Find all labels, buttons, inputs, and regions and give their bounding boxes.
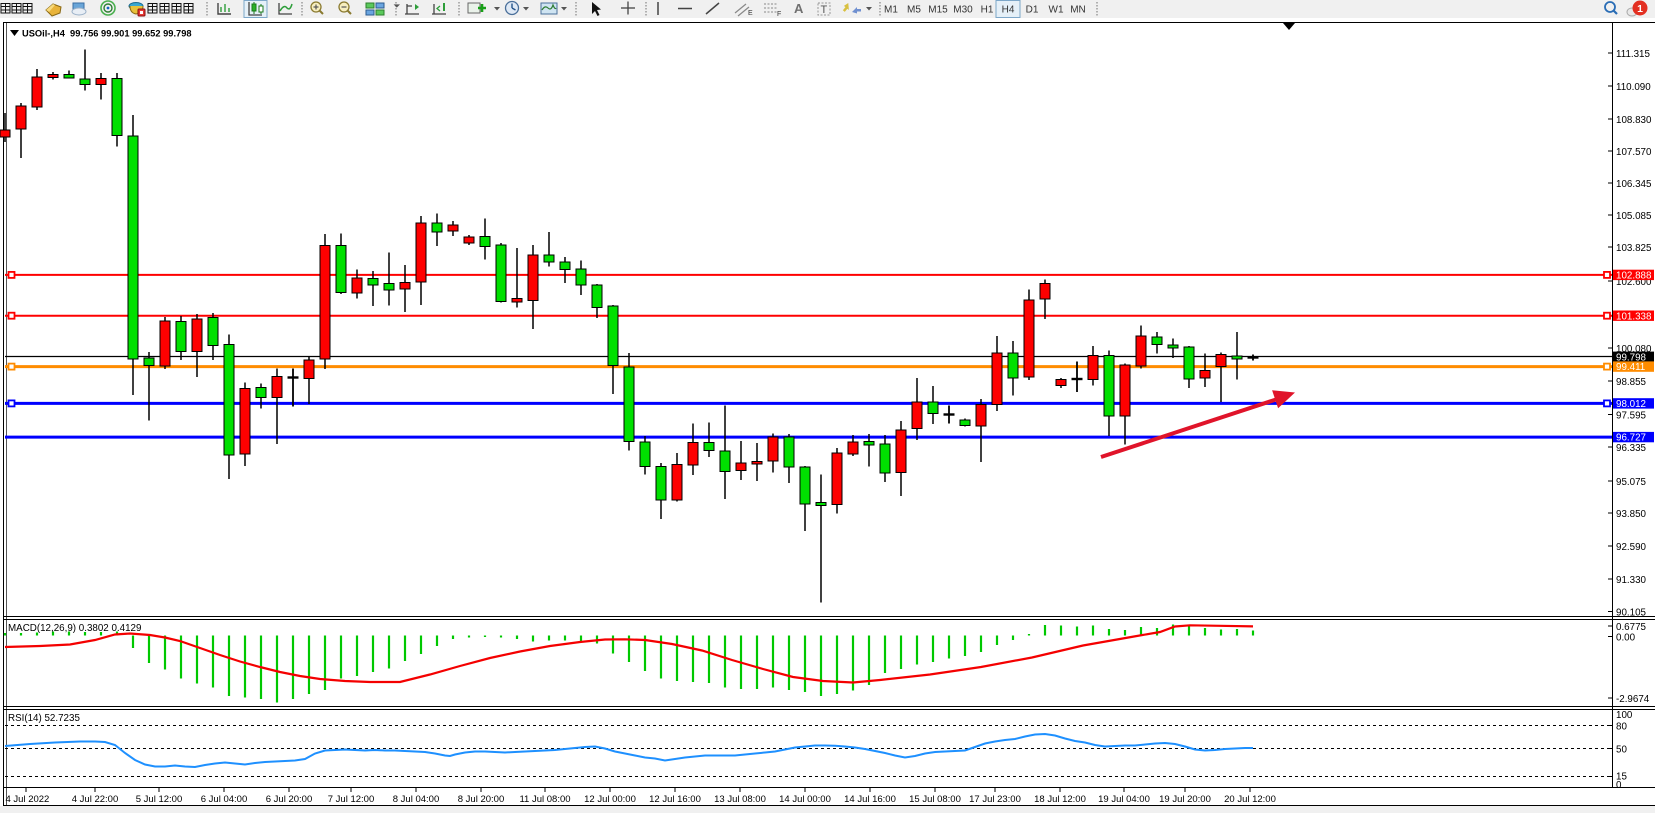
svg-text:A: A xyxy=(794,1,804,16)
svg-text:5 Jul 12:00: 5 Jul 12:00 xyxy=(136,794,182,805)
svg-text:97.595: 97.595 xyxy=(1616,411,1647,422)
svg-text:107.570: 107.570 xyxy=(1616,147,1652,158)
svg-text:F: F xyxy=(777,11,781,18)
svg-text:15: 15 xyxy=(1616,772,1627,783)
svg-text:100.080: 100.080 xyxy=(1616,344,1652,355)
svg-text:102.888: 102.888 xyxy=(1616,271,1652,282)
svg-text:MACD(12,26,9) 0.3802 0.4129: MACD(12,26,9) 0.3802 0.4129 xyxy=(8,623,141,634)
svg-text:19 Jul 20:00: 19 Jul 20:00 xyxy=(1159,794,1211,805)
svg-text:14 Jul 16:00: 14 Jul 16:00 xyxy=(844,794,896,805)
svg-text:M15: M15 xyxy=(928,5,948,16)
svg-text:92.590: 92.590 xyxy=(1616,542,1647,553)
svg-text:H1: H1 xyxy=(981,5,994,16)
svg-text:105.085: 105.085 xyxy=(1616,211,1652,222)
svg-text:4 Jul 22:00: 4 Jul 22:00 xyxy=(72,794,118,805)
svg-text:M30: M30 xyxy=(953,5,973,16)
svg-text:6 Jul 20:00: 6 Jul 20:00 xyxy=(266,794,312,805)
svg-text:96.335: 96.335 xyxy=(1616,443,1647,454)
svg-text:T: T xyxy=(821,4,828,16)
svg-text:14 Jul 00:00: 14 Jul 00:00 xyxy=(779,794,831,805)
svg-text:110.090: 110.090 xyxy=(1616,82,1651,93)
svg-text:96.727: 96.727 xyxy=(1616,433,1646,444)
svg-text:108.830: 108.830 xyxy=(1616,115,1652,126)
svg-text:106.345: 106.345 xyxy=(1616,179,1652,190)
svg-text:1: 1 xyxy=(1637,3,1643,15)
svg-text:101.338: 101.338 xyxy=(1616,311,1652,322)
svg-text:12 Jul 00:00: 12 Jul 00:00 xyxy=(584,794,636,805)
svg-text:19 Jul 04:00: 19 Jul 04:00 xyxy=(1098,794,1150,805)
svg-text:102.600: 102.600 xyxy=(1616,277,1652,288)
svg-text:0.6775: 0.6775 xyxy=(1616,622,1647,633)
svg-text:98.012: 98.012 xyxy=(1616,399,1646,410)
svg-text:15 Jul 08:00: 15 Jul 08:00 xyxy=(909,794,961,805)
svg-text:98.855: 98.855 xyxy=(1616,377,1647,388)
svg-text:90.105: 90.105 xyxy=(1616,608,1647,619)
svg-text:99.798: 99.798 xyxy=(1616,352,1647,363)
svg-text:W1: W1 xyxy=(1049,5,1064,16)
svg-text:7 Jul 12:00: 7 Jul 12:00 xyxy=(328,794,374,805)
svg-text:17 Jul 23:00: 17 Jul 23:00 xyxy=(969,794,1021,805)
svg-text:103.825: 103.825 xyxy=(1616,243,1652,254)
svg-text:-2.9674: -2.9674 xyxy=(1616,694,1650,705)
svg-text:M5: M5 xyxy=(907,5,921,16)
svg-text:93.850: 93.850 xyxy=(1616,509,1647,520)
svg-text:20 Jul 12:00: 20 Jul 12:00 xyxy=(1224,794,1276,805)
svg-text:8 Jul 20:00: 8 Jul 20:00 xyxy=(458,794,504,805)
svg-text:4 Jul 2022: 4 Jul 2022 xyxy=(6,794,50,805)
svg-text:100: 100 xyxy=(1616,710,1633,721)
svg-text:8 Jul 04:00: 8 Jul 04:00 xyxy=(393,794,439,805)
svg-text:H4: H4 xyxy=(1002,5,1015,16)
svg-text:91.330: 91.330 xyxy=(1616,575,1647,586)
svg-text:12 Jul 16:00: 12 Jul 16:00 xyxy=(649,794,701,805)
svg-text:95.075: 95.075 xyxy=(1616,477,1647,488)
svg-text:0: 0 xyxy=(1616,780,1622,791)
svg-text:18 Jul 12:00: 18 Jul 12:00 xyxy=(1034,794,1086,805)
svg-text:6 Jul 04:00: 6 Jul 04:00 xyxy=(201,794,247,805)
svg-text:13 Jul 08:00: 13 Jul 08:00 xyxy=(714,794,766,805)
svg-text:0.00: 0.00 xyxy=(1616,633,1636,644)
svg-text:11 Jul 08:00: 11 Jul 08:00 xyxy=(519,794,570,805)
svg-text:D1: D1 xyxy=(1026,5,1039,16)
svg-text:50: 50 xyxy=(1616,745,1627,756)
svg-text:USOil-,H4 99.756 99.901 99.65: USOil-,H4 99.756 99.901 99.652 99.798 xyxy=(22,29,192,39)
svg-text:RSI(14) 52.7235: RSI(14) 52.7235 xyxy=(8,713,80,724)
svg-text:E: E xyxy=(748,10,753,17)
svg-text:111.315: 111.315 xyxy=(1616,49,1651,60)
svg-text:MN: MN xyxy=(1070,5,1086,16)
svg-text:M1: M1 xyxy=(884,5,898,16)
svg-text:99.411: 99.411 xyxy=(1616,362,1645,373)
svg-text:80: 80 xyxy=(1616,722,1627,733)
